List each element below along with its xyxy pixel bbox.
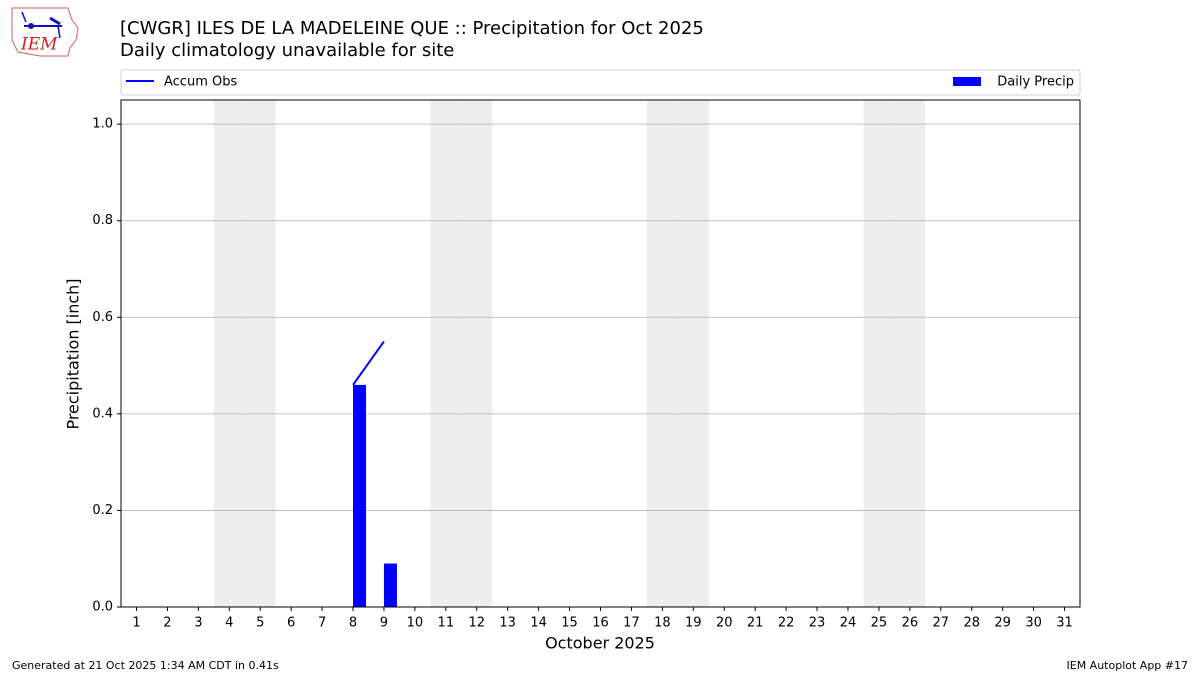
weekend-shade: [863, 100, 895, 607]
x-tick-label: 20: [716, 616, 733, 631]
x-tick-label: 26: [902, 616, 919, 631]
y-tick-label: 0.2: [92, 503, 113, 518]
x-tick-label: 8: [349, 616, 357, 631]
x-tick-label: 3: [194, 616, 202, 631]
x-tick-label: 10: [407, 616, 424, 631]
y-axis-label: Precipitation [inch]: [64, 278, 83, 429]
y-tick-label: 0.6: [92, 310, 113, 325]
weekend-shade: [677, 100, 709, 607]
x-tick-label: 13: [499, 616, 516, 631]
weekend-shade: [646, 100, 678, 607]
x-tick-label: 19: [685, 616, 702, 631]
footer-right: IEM Autoplot App #17: [1067, 659, 1189, 672]
x-axis-label: October 2025: [545, 634, 655, 653]
x-tick-label: 7: [318, 616, 326, 631]
legend-label: Accum Obs: [164, 75, 237, 90]
x-tick-label: 22: [778, 616, 795, 631]
y-tick-label: 0.0: [92, 600, 113, 615]
bar: [383, 563, 397, 607]
x-tick-label: 29: [994, 616, 1011, 631]
chart-subtitle: Daily climatology unavailable for site: [120, 40, 454, 61]
logo: IEM: [11, 7, 79, 57]
weekend-shade: [894, 100, 926, 607]
legend-swatch: [953, 77, 981, 86]
x-tick-label: 28: [963, 616, 980, 631]
legend-box: [120, 69, 1081, 96]
x-tick-label: 27: [933, 616, 950, 631]
weekend-shade: [430, 100, 462, 607]
x-tick-label: 2: [163, 616, 171, 631]
x-tick-label: 9: [380, 616, 388, 631]
logo-text: IEM: [20, 35, 58, 55]
x-tick-label: 12: [468, 616, 485, 631]
bar: [353, 384, 367, 607]
y-tick-label: 0.8: [92, 213, 113, 228]
x-tick-label: 14: [530, 616, 547, 631]
x-tick-label: 23: [809, 616, 826, 631]
x-tick-label: 6: [287, 616, 295, 631]
plot-frame: [120, 99, 1081, 608]
x-tick-label: 4: [225, 616, 233, 631]
chart-title: [CWGR] ILES DE LA MADELEINE QUE :: Preci…: [120, 18, 704, 39]
x-tick-label: 11: [438, 616, 455, 631]
footer-left: Generated at 21 Oct 2025 1:34 AM CDT in …: [12, 659, 279, 672]
weekend-shade: [461, 100, 493, 607]
x-tick-label: 25: [871, 616, 888, 631]
x-tick-label: 15: [561, 616, 578, 631]
y-tick-label: 1.0: [92, 117, 113, 132]
x-tick-label: 16: [592, 616, 609, 631]
x-tick-label: 30: [1025, 616, 1042, 631]
line: [352, 340, 385, 386]
x-tick-label: 31: [1056, 616, 1073, 631]
x-tick-label: 1: [132, 616, 140, 631]
y-tick-label: 0.4: [92, 406, 113, 421]
weekend-shade: [244, 100, 276, 607]
weekend-shade: [213, 100, 245, 607]
x-tick-label: 24: [840, 616, 857, 631]
x-tick-label: 18: [654, 616, 671, 631]
x-tick-label: 21: [747, 616, 764, 631]
x-tick-label: 5: [256, 616, 264, 631]
legend-label: Daily Precip: [997, 75, 1074, 90]
x-tick-label: 17: [623, 616, 640, 631]
